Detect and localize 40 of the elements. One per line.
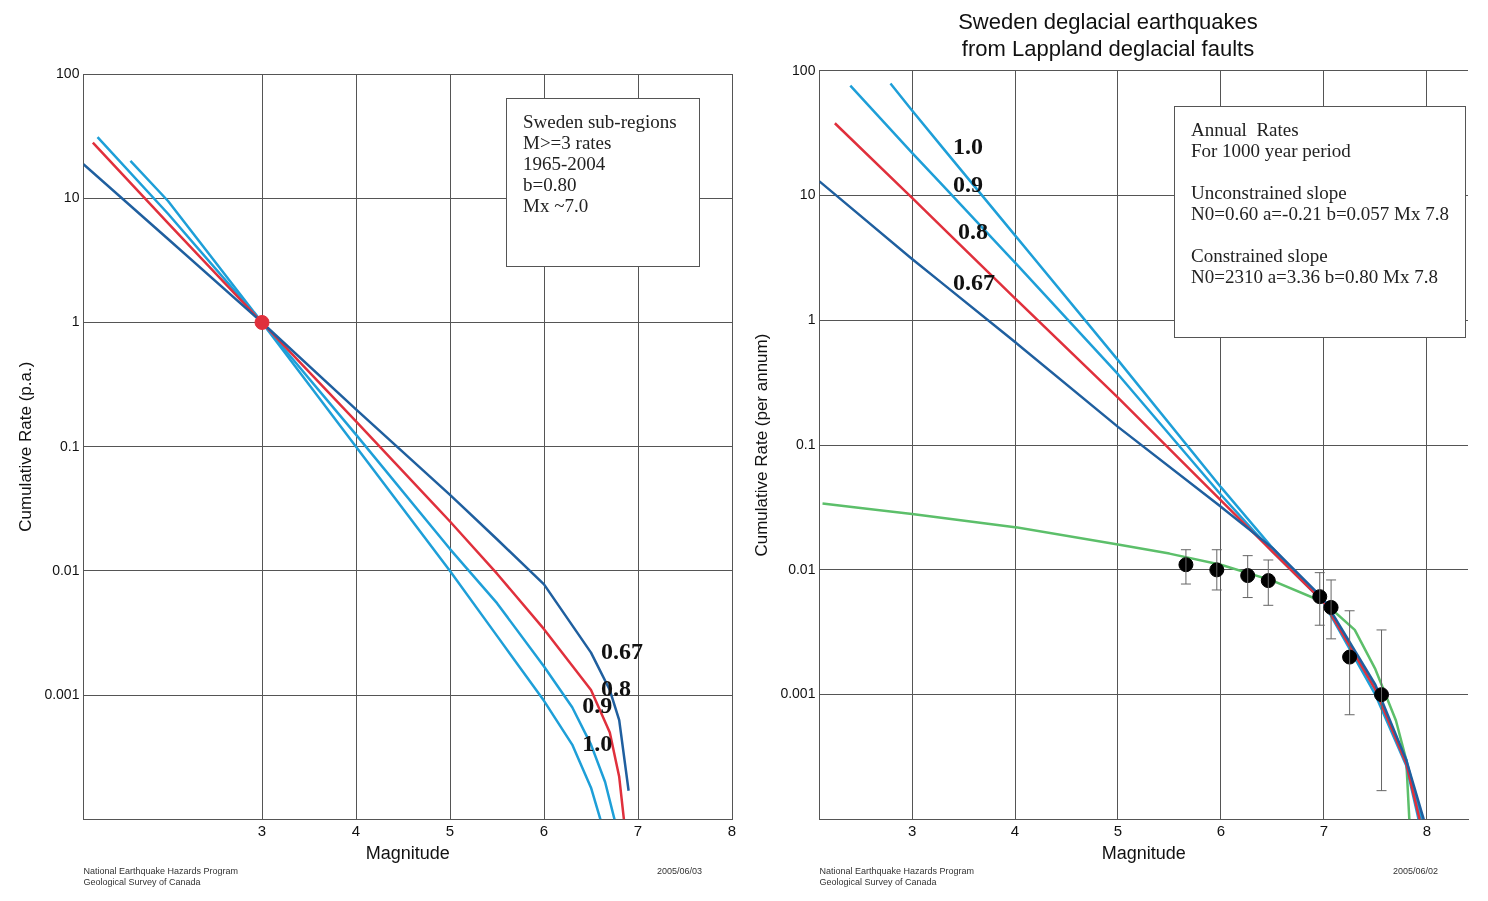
x-tick-label: 8 [727,821,737,839]
x-tick-label: 3 [257,821,267,839]
note-box: Annual Rates For 1000 year period Unconstrained slope N0=0.60 a=-0.21 b=0.057 Mx 7.8 Constrained slope N0=2310 a=3.36 b=0.80 Mx 7.8 [1173,106,1466,338]
x-tick-label: 7 [633,821,643,839]
y-tick-label: 0.1 [59,437,80,454]
text: National Earthquake Hazards Program Geological Survey of Canada [819,865,975,887]
chart-title: Sweden deglacial earthquakes from Lappland deglacial faults [958,9,1258,61]
y-tick-label: 1 [71,313,80,330]
y-tick-label: 100 [56,64,80,81]
text: 2005/06/02 [1392,865,1438,876]
x-tick-label: 4 [351,821,361,839]
note-box: Sweden sub-regions M>=3 rates 1965-2004 b=0.80 Mx ~7.0 [506,98,700,267]
y-axis-title: Cumulative Rate (per annum) [751,333,771,557]
annotation: Sweden sub-regions M>=3 rates 1965-2004 b=0.80 Mx ~7.0 [523,111,678,216]
annotation: 1.0 [952,133,983,160]
x-tick-label: 8 [1422,821,1431,839]
y-tick-label: 0.1 [795,435,816,452]
x-tick-label: 5 [1113,821,1123,839]
y-axis-title: Cumulative Rate (p.a.) [15,361,35,532]
x-axis-title: Magnitude [1101,843,1186,864]
annotation: 0.67 [952,269,995,296]
x-tick-label: 5 [445,821,455,839]
text: National Earthquake Hazards Program Geological Survey of Canada [83,865,239,887]
y-tick-label: 0.01 [52,561,80,578]
y-tick-label: 0.001 [44,686,80,703]
y-tick-label: 0.01 [788,560,816,577]
x-axis-title: Magnitude [365,843,450,864]
y-tick-label: 100 [792,61,816,78]
annotation: Annual Rates For 1000 year period Unconstrained slope N0=0.60 a=-0.21 b=0.057 Mx 7.8 Constrained slope N0=2310 a=3.36 b=0.80 Mx 7.8 [1190,119,1449,287]
y-tick-label: 10 [63,189,80,206]
x-tick-label: 3 [907,821,917,839]
x-tick-label: 4 [1010,821,1020,839]
x-tick-label: 6 [539,821,549,839]
y-tick-label: 1 [807,311,816,328]
x-tick-label: 7 [1319,821,1329,839]
y-tick-label: 0.001 [780,685,816,702]
text: 2005/06/03 [656,865,702,876]
y-tick-label: 10 [799,186,816,203]
annotation: 0.8 [958,218,989,245]
x-tick-label: 6 [1216,821,1226,839]
